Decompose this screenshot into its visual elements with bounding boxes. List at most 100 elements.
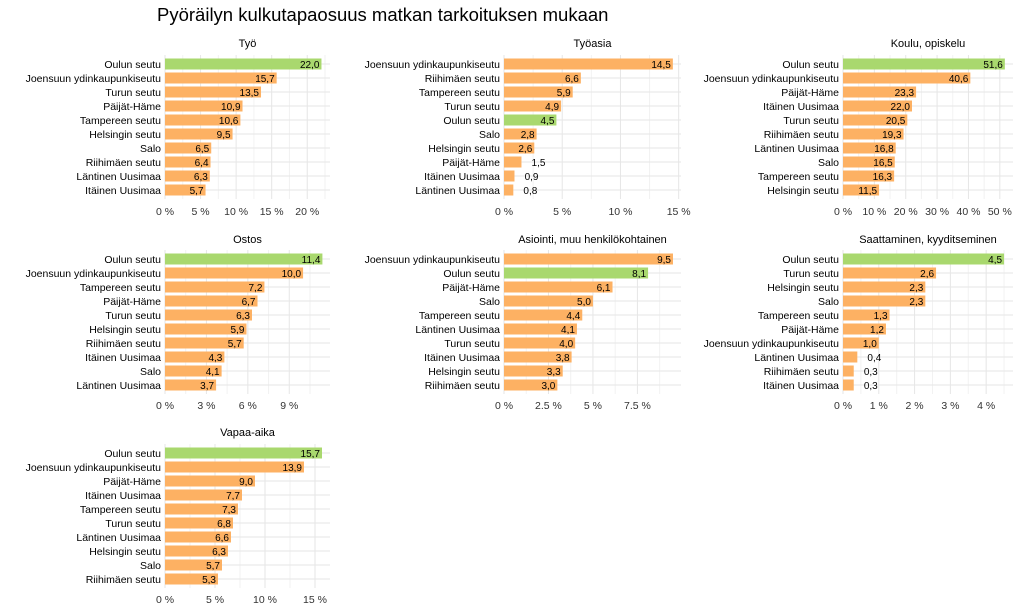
panel-5-category-label: Oulun seutu: [443, 268, 500, 280]
panel-4-bar: [165, 323, 247, 335]
panel-7-xtick-label: 15 %: [303, 594, 327, 606]
panel-6-xtick-label: 0 %: [834, 400, 852, 412]
panel-4-category-label: Helsingin seutu: [89, 324, 161, 336]
panel-1-bar: [165, 142, 212, 154]
panel-1-bar: [165, 72, 277, 84]
panel-3-category-label: Tampereen seutu: [758, 171, 839, 183]
panel-3-value-label: 40,6: [949, 74, 969, 85]
panel-6-value-label: 2,3: [909, 297, 923, 308]
panel-7-xtick-label: 0 %: [156, 594, 174, 606]
panel-5-category-label: Salo: [479, 296, 500, 308]
panel-7-bar: [165, 447, 322, 459]
panel-4-xtick-label: 9 %: [280, 400, 298, 412]
panel-4-category-label: Läntinen Uusimaa: [76, 380, 161, 392]
panel-1-bar: [165, 156, 211, 168]
panel-1-value-label: 10,9: [221, 102, 241, 113]
panel-1-category-label: Läntinen Uusimaa: [76, 171, 161, 183]
panel-7-category-label: Päijät-Häme: [103, 476, 161, 488]
panel-4-category-label: Turun seutu: [105, 310, 161, 322]
panel-1-bar: [165, 58, 322, 70]
panel-5-value-label: 4,0: [559, 339, 573, 350]
panel-5-bar: [504, 337, 576, 349]
panel-5-xtick-label: 2.5 %: [535, 400, 562, 412]
panel-7-category-label: Helsingin seutu: [89, 546, 161, 558]
panel-4-value-label: 5,7: [228, 339, 242, 350]
panel-4-category-label: Itäinen Uusimaa: [85, 352, 161, 364]
panel-6-bar: [843, 253, 1005, 265]
panel-1-bar: [165, 170, 210, 182]
panel-3-bar: [843, 170, 895, 182]
panel-4-bar: [165, 379, 217, 391]
panel-6-title: Saattaminen, kyyditseminen: [859, 234, 997, 246]
panel-4-value-label: 5,9: [231, 325, 245, 336]
panel-6-category-label: Joensuun ydinkaupunkiseutu: [704, 338, 840, 350]
panel-3-category-label: Läntinen Uusimaa: [754, 143, 839, 155]
panel-6-category-label: Riihimäen seutu: [764, 366, 839, 378]
panel-3-bar: [843, 142, 896, 154]
panel-1-value-label: 9,5: [217, 130, 231, 141]
panel-6-value-label: 0,3: [864, 367, 878, 378]
panel-2-value-label: 4,5: [540, 116, 554, 127]
panel-2-bar: [504, 170, 515, 182]
panel-7-category-label: Oulun seutu: [104, 448, 161, 460]
panel-6-bar: [843, 295, 926, 307]
panel-1-xtick-label: 10 %: [224, 206, 248, 218]
panel-2-bar: [504, 156, 522, 168]
panel-5-value-label: 4,4: [566, 311, 580, 322]
panel-5-bar: [504, 365, 563, 377]
panel-3-value-label: 19,3: [882, 130, 902, 141]
panel-4-value-label: 7,2: [249, 283, 263, 294]
panel-3-value-label: 20,5: [886, 116, 906, 127]
panel-4-bar: [165, 267, 304, 279]
panel-5-bar: [504, 267, 649, 279]
panel-2-category-label: Läntinen Uusimaa: [415, 185, 500, 197]
panel-1-category-label: Turun seutu: [105, 87, 161, 99]
panel-2-value-label: 14,5: [651, 60, 671, 71]
panel-5-category-label: Itäinen Uusimaa: [424, 352, 500, 364]
panel-1-bar: [165, 114, 241, 126]
panel-3-xtick-label: 20 %: [894, 206, 918, 218]
panel-5-value-label: 3,3: [547, 367, 561, 378]
panel-5-value-label: 9,5: [657, 255, 671, 266]
panel-4-value-label: 10,0: [282, 269, 302, 280]
panel-6-value-label: 1,3: [874, 311, 888, 322]
panel-5-value-label: 3,8: [556, 353, 570, 364]
panel-3-category-label: Joensuun ydinkaupunkiseutu: [704, 73, 840, 85]
panel-7-value-label: 7,7: [226, 491, 240, 502]
panel-4-category-label: Päijät-Häme: [103, 296, 161, 308]
panel-4-bar: [165, 281, 265, 293]
panel-1-category-label: Oulun seutu: [104, 59, 161, 71]
panel-5-bar: [504, 351, 572, 363]
panel-4-bar: [165, 295, 258, 307]
panel-6-category-label: Itäinen Uusimaa: [763, 380, 839, 392]
panel-7-category-label: Tampereen seutu: [80, 504, 161, 516]
panel-3-value-label: 22,0: [891, 102, 911, 113]
panel-5-title: Asiointi, muu henkilökohtainen: [518, 234, 667, 246]
panel-2-category-label: Päijät-Häme: [442, 157, 500, 169]
panel-6-value-label: 0,4: [867, 353, 881, 364]
panel-7-bar: [165, 573, 218, 585]
panel-3-bar: [843, 86, 917, 98]
panel-6-xtick-label: 1 %: [870, 400, 888, 412]
panel-1-bar: [165, 184, 206, 196]
panel-4-xtick-label: 0 %: [156, 400, 174, 412]
panel-2-value-label: 5,9: [557, 88, 571, 99]
panel-6-bar: [843, 351, 858, 363]
panel-7-category-label: Salo: [140, 560, 161, 572]
panel-6-category-label: Turun seutu: [783, 268, 839, 280]
panel-5-value-label: 6,1: [597, 283, 611, 294]
panel-2-category-label: Riihimäen seutu: [425, 73, 500, 85]
panel-4-value-label: 3,7: [200, 381, 214, 392]
panel-2-category-label: Salo: [479, 129, 500, 141]
panel-7-value-label: 5,3: [202, 575, 216, 586]
panel-7-category-label: Läntinen Uusimaa: [76, 532, 161, 544]
panel-3-value-label: 16,8: [874, 144, 894, 155]
panel-3-category-label: Riihimäen seutu: [764, 129, 839, 141]
panel-5-bar: [504, 253, 673, 265]
panel-3-bar: [843, 114, 908, 126]
panel-6-bar: [843, 379, 854, 391]
panel-5-category-label: Riihimäen seutu: [425, 380, 500, 392]
panel-6-value-label: 1,0: [863, 339, 877, 350]
panel-7-bar: [165, 503, 238, 515]
panel-6-value-label: 2,3: [909, 283, 923, 294]
